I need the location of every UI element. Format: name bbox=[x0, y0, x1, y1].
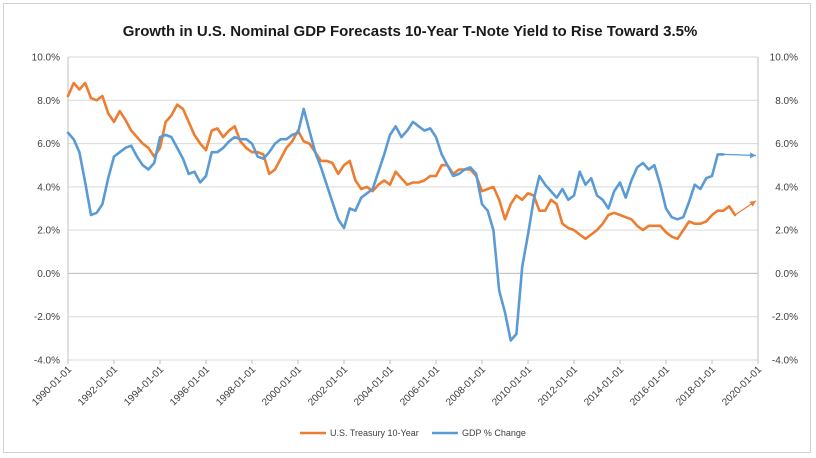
projection-arrow-treasury bbox=[734, 200, 757, 216]
y-tick-label-right: 0.0% bbox=[775, 269, 798, 280]
x-tick-label: 2014-01-01 bbox=[582, 364, 626, 408]
x-tick-label: 2006-01-01 bbox=[398, 364, 442, 408]
y-tick-label-right: 2.0% bbox=[775, 226, 798, 237]
chart-title: Growth in U.S. Nominal GDP Forecasts 10-… bbox=[123, 23, 698, 40]
x-tick-label: 2018-01-01 bbox=[674, 364, 718, 408]
y-tick-label-left: -4.0% bbox=[34, 356, 60, 367]
chart-frame bbox=[3, 3, 811, 453]
x-tick-label: 1994-01-01 bbox=[122, 364, 166, 408]
x-tick-label: 1998-01-01 bbox=[214, 364, 258, 408]
y-tick-label-left: 0.0% bbox=[37, 269, 60, 280]
y-tick-label-left: 8.0% bbox=[37, 96, 60, 107]
x-tick-label: 2004-01-01 bbox=[352, 364, 396, 408]
gridlines bbox=[67, 56, 759, 361]
y-tick-label-right: 10.0% bbox=[770, 53, 798, 64]
legend-label-gdp: GDP % Change bbox=[462, 428, 526, 438]
projection-arrow-gdp bbox=[723, 152, 757, 159]
y-axis-right: 10.0% 8.0% 6.0% 4.0% 2.0% 0.0% -2.0% -4.0% bbox=[770, 53, 798, 367]
x-tick-label: 2010-01-01 bbox=[490, 364, 534, 408]
x-tick-label: 1992-01-01 bbox=[76, 364, 120, 408]
x-tick-label: 2016-01-01 bbox=[628, 364, 672, 408]
x-tick-label: 2002-01-01 bbox=[306, 364, 350, 408]
legend-label-treasury: U.S. Treasury 10-Year bbox=[330, 428, 419, 438]
y-tick-label-left: 10.0% bbox=[32, 53, 60, 64]
x-tick-label: 1996-01-01 bbox=[168, 364, 212, 408]
series-group bbox=[66, 81, 757, 342]
x-tick-label: 2012-01-01 bbox=[536, 364, 580, 408]
x-tick-label: 2008-01-01 bbox=[444, 364, 488, 408]
series-line-gdp-change bbox=[66, 107, 725, 342]
y-tick-label-right: 6.0% bbox=[775, 139, 798, 150]
y-tick-label-right: 8.0% bbox=[775, 96, 798, 107]
y-tick-label-right: 4.0% bbox=[775, 182, 798, 193]
y-tick-label-left: 6.0% bbox=[37, 139, 60, 150]
x-tick-label: 1990-01-01 bbox=[30, 364, 74, 408]
x-tick-label: 2020-01-01 bbox=[720, 364, 764, 408]
legend: U.S. Treasury 10-Year GDP % Change bbox=[300, 428, 526, 438]
y-axis-left: 10.0% 8.0% 6.0% 4.0% 2.0% 0.0% -2.0% -4.0% bbox=[32, 53, 60, 367]
x-tick-label: 2000-01-01 bbox=[260, 364, 304, 408]
y-tick-label-right: -2.0% bbox=[772, 312, 798, 323]
y-tick-label-right: -4.0% bbox=[772, 356, 798, 367]
series-line-treasury-10-year bbox=[66, 81, 737, 241]
y-tick-label-left: -2.0% bbox=[34, 312, 60, 323]
x-axis: 1990-01-01 1992-01-01 1994-01-01 1996-01-01… bbox=[30, 360, 764, 408]
y-tick-label-left: 4.0% bbox=[37, 182, 60, 193]
y-tick-label-left: 2.0% bbox=[37, 226, 60, 237]
